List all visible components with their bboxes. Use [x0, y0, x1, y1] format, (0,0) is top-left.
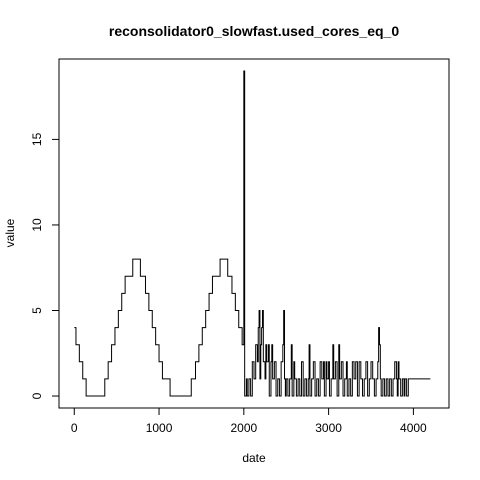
y-tick-label: 5: [30, 307, 44, 314]
y-tick-label: 15: [30, 132, 44, 146]
y-axis-label: value: [3, 218, 17, 247]
chart-title: reconsolidator0_slowfast.used_cores_eq_0: [109, 23, 399, 39]
x-tick-label: 1000: [146, 421, 173, 435]
y-axis: 0 5 10 15: [30, 132, 60, 399]
x-tick-label: 2000: [230, 421, 257, 435]
series-line: [74, 70, 431, 397]
x-tick-label: 3000: [315, 421, 342, 435]
x-tick-label: 0: [71, 421, 78, 435]
x-axis-label: date: [242, 451, 266, 465]
y-tick-label: 0: [30, 392, 44, 399]
x-tick-label: 4000: [400, 421, 427, 435]
y-tick-label: 10: [30, 218, 44, 232]
x-axis: 0 1000 2000 3000 4000: [71, 407, 427, 435]
